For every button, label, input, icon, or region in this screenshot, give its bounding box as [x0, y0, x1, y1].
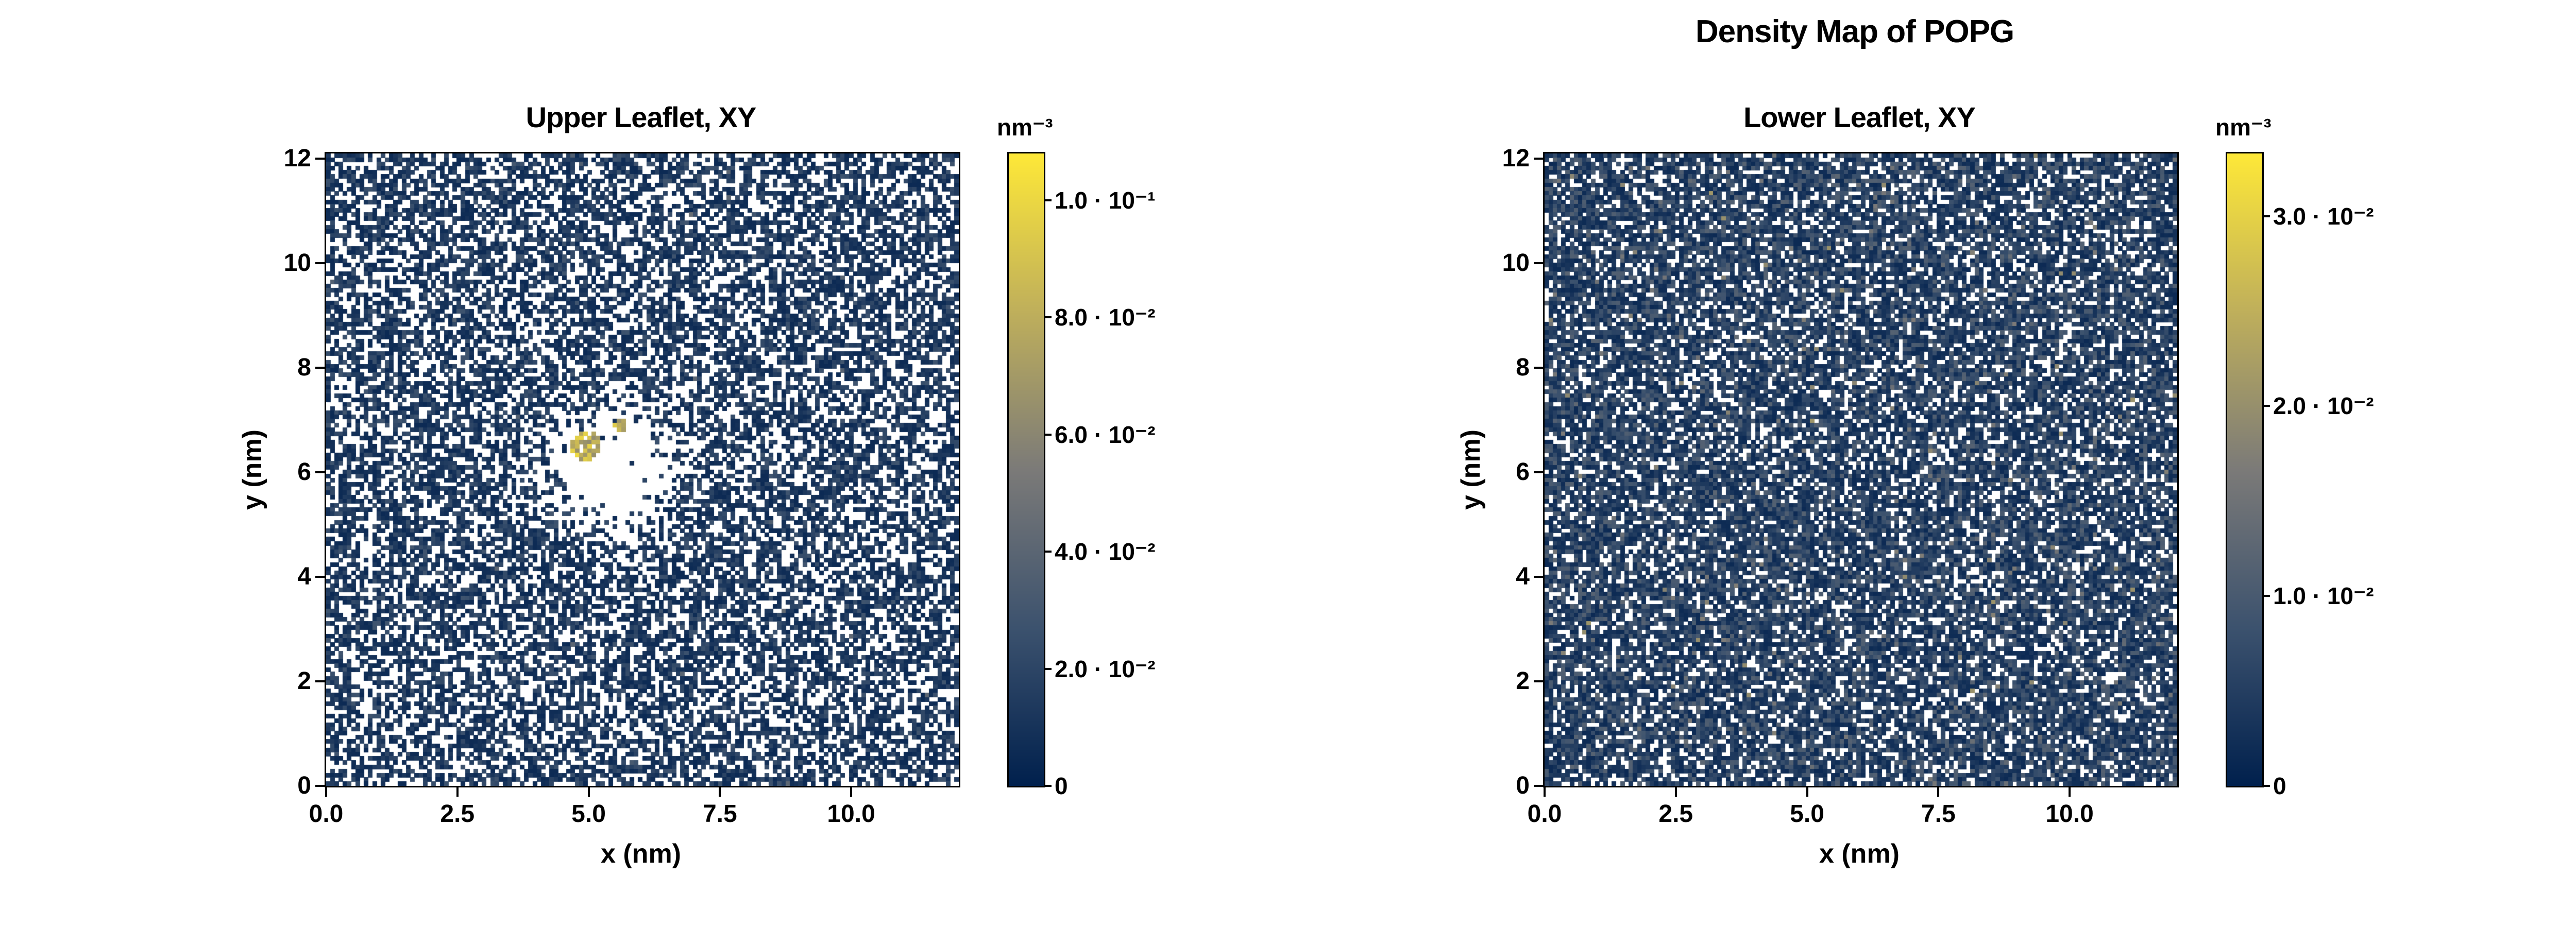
colorbar-tick-label: 8.0 · 10⁻²	[1055, 304, 1156, 331]
colorbar-tick-mark	[2264, 595, 2270, 597]
density-heatmap-canvas	[325, 152, 960, 787]
colorbar-tick-mark	[1045, 551, 1052, 553]
y-tick-mark	[1534, 158, 1543, 160]
colorbar-tick-mark	[1045, 785, 1052, 787]
y-tick-label: 2	[1516, 667, 1530, 695]
y-tick-mark	[315, 576, 325, 578]
y-tick-label: 0	[1516, 772, 1530, 799]
y-tick-label: 12	[283, 145, 311, 173]
colorbar-tick-label: 2.0 · 10⁻²	[1055, 655, 1156, 682]
colorbar-tick-label: 6.0 · 10⁻²	[1055, 421, 1156, 448]
colorbar-unit-label: nm⁻³	[2215, 114, 2272, 141]
panel-lower-leaflet-xy: Lower Leaflet, XY x (nm) y (nm) nm⁻³ 0.0…	[1440, 93, 2450, 896]
x-tick-mark	[325, 787, 327, 797]
colorbar-tick-mark	[2264, 405, 2270, 407]
y-tick-label: 10	[1502, 249, 1530, 277]
panel-upper-leaflet-xy: Upper Leaflet, XY x (nm) y (nm) nm⁻³ 0.0…	[222, 93, 1231, 896]
colorbar-tick-mark	[1045, 433, 1052, 436]
colorbar-tick-mark	[2264, 785, 2270, 787]
y-tick-mark	[315, 262, 325, 265]
colorbar-tick-label: 4.0 · 10⁻²	[1055, 538, 1156, 565]
colorbar-tick-mark	[1045, 199, 1052, 201]
x-tick-label: 10.0	[2045, 800, 2094, 828]
x-tick-label: 0.0	[1527, 800, 1562, 828]
x-tick-mark	[1674, 787, 1677, 797]
x-tick-label: 2.5	[440, 800, 475, 828]
colorbar-tick-mark	[1045, 667, 1052, 670]
colorbar-tick-label: 2.0 · 10⁻²	[2273, 392, 2374, 420]
colorbar-unit-label: nm⁻³	[997, 114, 1053, 141]
density-heatmap-canvas	[1543, 152, 2179, 787]
y-tick-mark	[315, 785, 325, 787]
figure-title: Density Map of POPG	[1695, 14, 2014, 49]
x-tick-mark	[2069, 787, 2071, 797]
x-tick-label: 5.0	[571, 800, 606, 828]
y-tick-label: 8	[297, 354, 311, 382]
x-tick-label: 2.5	[1658, 800, 1693, 828]
colorbar	[2226, 152, 2264, 787]
x-axis-label: x (nm)	[601, 839, 681, 869]
y-tick-label: 4	[1516, 563, 1530, 591]
colorbar-tick-label: 0	[1055, 772, 1068, 799]
y-tick-label: 8	[1516, 354, 1530, 382]
y-tick-mark	[315, 680, 325, 683]
colorbar	[1007, 152, 1045, 787]
y-tick-mark	[1534, 471, 1543, 474]
x-tick-mark	[719, 787, 721, 797]
y-tick-label: 6	[1516, 458, 1530, 486]
y-tick-label: 0	[297, 772, 311, 799]
y-tick-mark	[1534, 576, 1543, 578]
colorbar-tick-mark	[2264, 215, 2270, 217]
x-tick-mark	[1806, 787, 1808, 797]
x-tick-label: 7.5	[1921, 800, 1956, 828]
y-tick-label: 6	[297, 458, 311, 486]
y-tick-mark	[315, 367, 325, 369]
x-axis-label: x (nm)	[1819, 839, 1900, 869]
y-tick-label: 12	[1502, 145, 1530, 173]
x-tick-label: 7.5	[702, 800, 737, 828]
y-tick-mark	[1534, 367, 1543, 369]
x-tick-mark	[1937, 787, 1940, 797]
colorbar-tick-mark	[1045, 316, 1052, 319]
panel-title: Upper Leaflet, XY	[526, 101, 757, 133]
x-tick-label: 0.0	[309, 800, 344, 828]
y-tick-mark	[315, 158, 325, 160]
panel-title: Lower Leaflet, XY	[1743, 101, 1976, 133]
x-tick-mark	[1544, 787, 1546, 797]
colorbar-tick-label: 0	[2273, 772, 2286, 799]
y-tick-mark	[1534, 262, 1543, 265]
x-tick-mark	[850, 787, 853, 797]
x-tick-mark	[456, 787, 459, 797]
colorbar-tick-label: 1.0 · 10⁻¹	[1055, 186, 1156, 214]
x-tick-label: 5.0	[1790, 800, 1824, 828]
y-tick-mark	[1534, 785, 1543, 787]
y-tick-label: 2	[297, 667, 311, 695]
y-tick-label: 4	[297, 563, 311, 591]
y-tick-label: 10	[283, 249, 311, 277]
y-tick-mark	[1534, 680, 1543, 683]
colorbar-tick-label: 3.0 · 10⁻²	[2273, 202, 2374, 230]
y-tick-mark	[315, 471, 325, 474]
colorbar-tick-label: 1.0 · 10⁻²	[2273, 582, 2374, 610]
x-tick-label: 10.0	[827, 800, 875, 828]
x-tick-mark	[587, 787, 590, 797]
